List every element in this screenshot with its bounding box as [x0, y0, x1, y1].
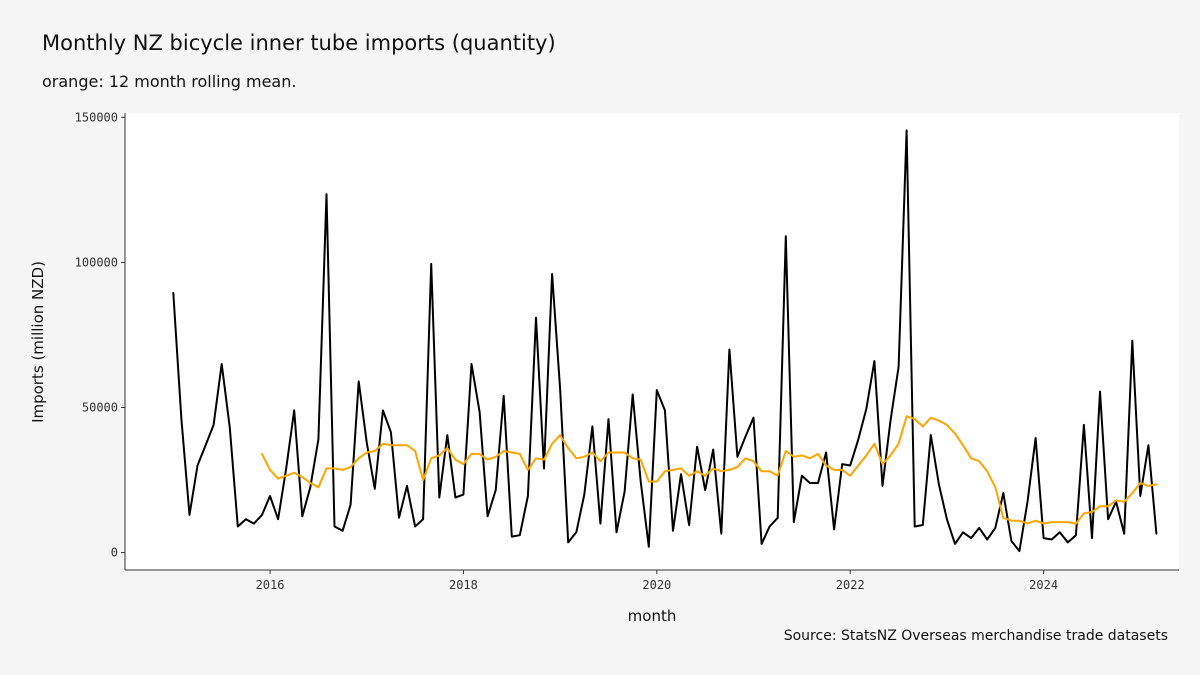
chart-title: Monthly NZ bicycle inner tube imports (q… [42, 31, 556, 55]
y-tick-label: 50000 [82, 401, 118, 415]
y-axis: 0 50000 100000 150000 [75, 110, 126, 570]
x-axis: 2016 2018 2020 2022 2024 [125, 569, 1179, 592]
x-tick-label: 2018 [449, 578, 478, 592]
chart-subtitle: orange: 12 month rolling mean. [42, 72, 297, 91]
monthly-imports-line [172, 129, 1158, 553]
x-tick-label: 2016 [256, 578, 285, 592]
y-axis-title: Imports (million NZD) [29, 261, 47, 423]
y-tick-label: 100000 [75, 255, 118, 269]
source-caption: Source: StatsNZ Overseas merchandise tra… [783, 628, 1168, 644]
x-tick-label: 2020 [642, 578, 671, 592]
rolling-mean-line [261, 415, 1158, 525]
x-axis-title: month [628, 607, 677, 625]
y-tick-label: 0 [111, 546, 118, 560]
y-tick-label: 150000 [75, 110, 118, 124]
series-layer [172, 129, 1158, 553]
x-tick-label: 2024 [1029, 578, 1058, 592]
x-tick-label: 2022 [836, 578, 865, 592]
